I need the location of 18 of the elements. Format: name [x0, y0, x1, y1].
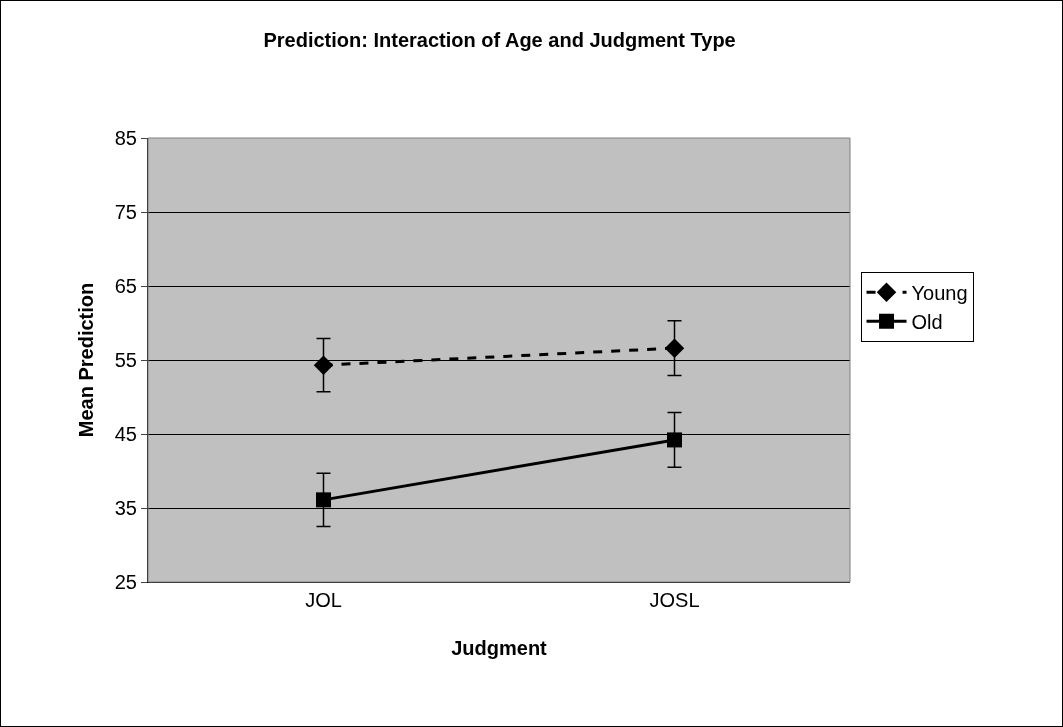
x-axis-title: Judgment	[451, 636, 548, 659]
y-tick-label: 65	[114, 275, 137, 297]
y-axis-title: Mean Prediction	[75, 282, 98, 438]
x-tick-label: JOL	[305, 589, 342, 611]
legend-label: Young	[911, 282, 968, 305]
y-tick-label: 25	[114, 571, 137, 593]
y-tick-label: 85	[114, 127, 137, 149]
chart-title: Prediction: Interaction of Age and Judgment Type	[263, 28, 736, 51]
y-tick-label: 55	[114, 349, 137, 371]
point	[313, 355, 334, 375]
y-tick-label: 75	[114, 201, 137, 223]
point	[664, 338, 685, 358]
point	[667, 432, 682, 448]
point	[316, 492, 331, 508]
y-tick-label: 45	[114, 423, 137, 445]
legend-label: Old	[911, 311, 943, 334]
x-tick-label: JOSL	[649, 589, 700, 611]
y-tick-label: 35	[114, 497, 137, 519]
